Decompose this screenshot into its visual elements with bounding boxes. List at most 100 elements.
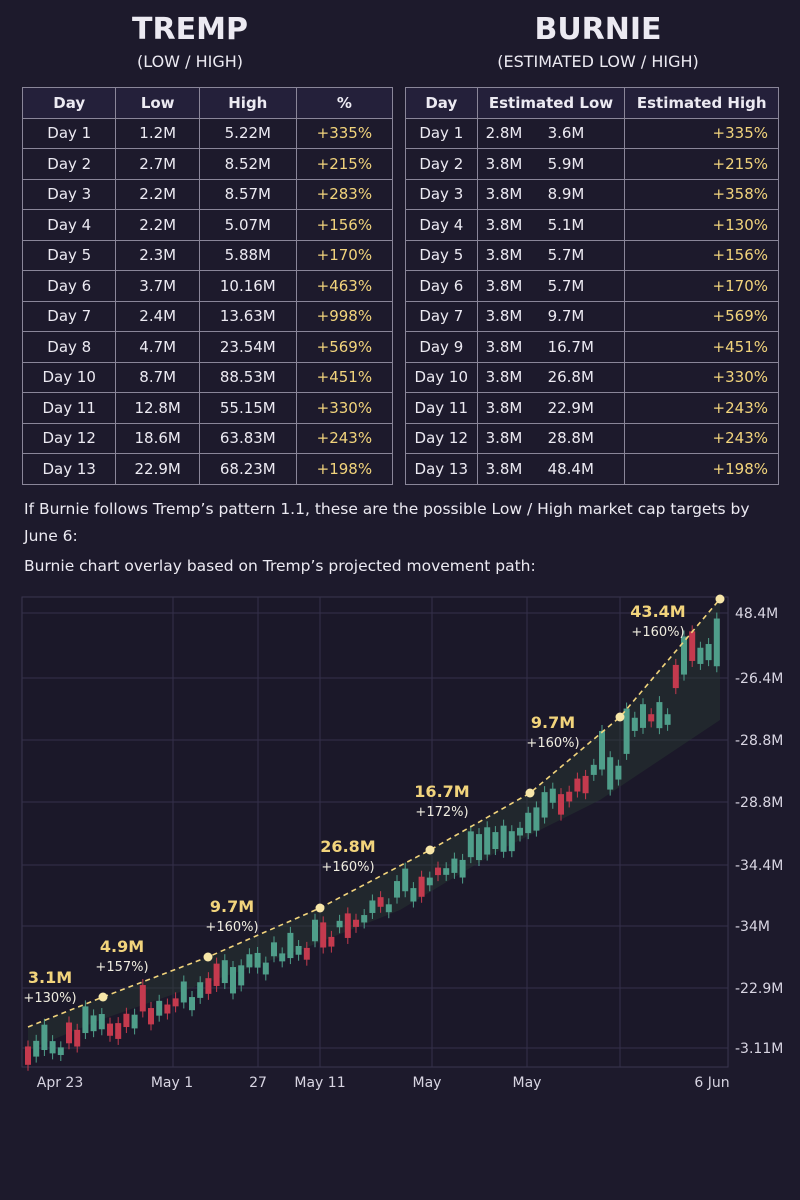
annotation-value: 4.9M <box>100 937 144 956</box>
row: Day 5 3.8M 5.7M +156% <box>405 239 779 271</box>
plot-area <box>21 596 729 1068</box>
high: 9.7M <box>547 307 585 326</box>
candle-body <box>590 764 597 775</box>
annotation-change: +157%) <box>95 960 148 975</box>
cell: 8.57M <box>198 178 297 210</box>
candle-body <box>697 647 704 664</box>
projection-point <box>615 712 625 722</box>
left-subtitle: (LOW / HIGH) <box>137 52 243 71</box>
low: 3.8M <box>485 398 523 417</box>
cell: Day 10 <box>405 361 478 393</box>
cell: Day 11 <box>405 392 478 424</box>
cell: +130% <box>624 209 779 241</box>
candle-body <box>640 704 646 728</box>
row: Day 6 3.7M 10.16M +463% <box>21 270 394 302</box>
row: Day 12 18.6M 63.83M +243% <box>21 422 394 454</box>
header-row: Day Estimated Low Estimated High <box>405 87 779 119</box>
tremp-table: Day Low High% Day 1 1.2M 5.22M +335% Day 2 2.7M 8… <box>21 87 394 485</box>
candle-body <box>599 730 605 770</box>
cell: 2.4M <box>115 300 200 332</box>
cell: 4.7M <box>115 331 200 363</box>
candle-body <box>664 714 671 725</box>
row: Day 8 4.7M 23.54M +569% <box>21 331 394 363</box>
x-label: May <box>513 1075 542 1091</box>
low: 2.8M <box>485 124 523 143</box>
row: Day 4 3.8M 5.1M +130% <box>405 209 779 241</box>
cell: +198% <box>624 453 779 485</box>
projection-point <box>425 845 435 855</box>
candle-body <box>541 792 548 818</box>
cell: Day 13 <box>405 453 478 485</box>
candle-body <box>394 881 400 898</box>
candle-body <box>148 1008 154 1025</box>
low: 3.8M <box>485 154 523 173</box>
candle-body <box>656 702 663 729</box>
projection-line <box>27 598 721 1028</box>
candle-body <box>90 1015 97 1032</box>
cell: 18.6M <box>115 422 200 454</box>
candle-body <box>172 998 179 1007</box>
candle-body <box>549 788 556 803</box>
cell: 13.63M <box>198 300 297 332</box>
candle-body <box>213 963 220 986</box>
y-label: -28.8M <box>735 733 783 749</box>
cell: 5.22M <box>198 117 297 149</box>
candle-body <box>164 1004 171 1014</box>
high: 22.9M <box>547 398 594 417</box>
cell: 3.8M 5.7M <box>476 270 626 302</box>
candle-body <box>197 982 204 998</box>
candle-body <box>295 945 302 955</box>
candle-body <box>459 859 466 878</box>
row: Day 13 3.8M 48.4M +198% <box>405 453 779 485</box>
candle-body <box>435 867 441 876</box>
cell: Day 3 <box>405 178 478 210</box>
header-cell: Day <box>21 87 117 119</box>
candle-body <box>328 936 335 947</box>
cell: +330% <box>624 361 779 393</box>
cell: Day 12 <box>405 422 478 454</box>
candle-body <box>623 708 630 754</box>
candle-body <box>98 1014 105 1030</box>
candle-body <box>443 868 450 875</box>
annotation-value: 26.8M <box>320 837 375 856</box>
candle-body <box>353 919 359 927</box>
annotation-change: +160%) <box>205 920 258 935</box>
row: Day 10 8.7M 88.53M +451% <box>21 361 394 393</box>
candle-body <box>377 897 384 907</box>
x-label: May <box>413 1075 442 1091</box>
cell: 2.8M 3.6M <box>476 117 626 149</box>
cell: +170% <box>295 239 394 271</box>
candle-body <box>648 714 655 722</box>
y-label: -34M <box>735 919 770 935</box>
cell: Day 4 <box>21 209 117 241</box>
candle-body <box>500 825 507 852</box>
header-cell: High <box>198 87 297 119</box>
candle-body <box>82 1006 89 1034</box>
row: Day 10 3.8M 26.8M +330% <box>405 361 779 393</box>
cell: 5.88M <box>198 239 297 271</box>
candle-body <box>631 717 638 731</box>
candle-body <box>254 952 261 968</box>
cell: Day 4 <box>405 209 478 241</box>
y-label: 48.4M <box>735 606 778 622</box>
cell: 5.07M <box>198 209 297 241</box>
y-label: -26.4M <box>735 671 783 687</box>
low: 3.8M <box>485 246 523 265</box>
row: Day 6 3.8M 5.7M +170% <box>405 270 779 302</box>
high: 3.6M <box>547 124 585 143</box>
candle-body <box>574 778 581 792</box>
candle-body <box>558 794 564 815</box>
cell: +358% <box>624 178 779 210</box>
candle-body <box>25 1046 31 1065</box>
annotation-change: +160%) <box>631 625 684 640</box>
projection-point <box>715 594 725 604</box>
candle-body <box>508 831 515 852</box>
cell: 55.15M <box>198 392 297 424</box>
projection-point <box>203 952 213 962</box>
candle-body <box>246 954 253 968</box>
cell: 22.9M <box>115 453 200 485</box>
note: If Burnie follows Tremp’s pattern 1.1, t… <box>24 500 750 545</box>
header-cell: Estimated High <box>624 87 779 119</box>
